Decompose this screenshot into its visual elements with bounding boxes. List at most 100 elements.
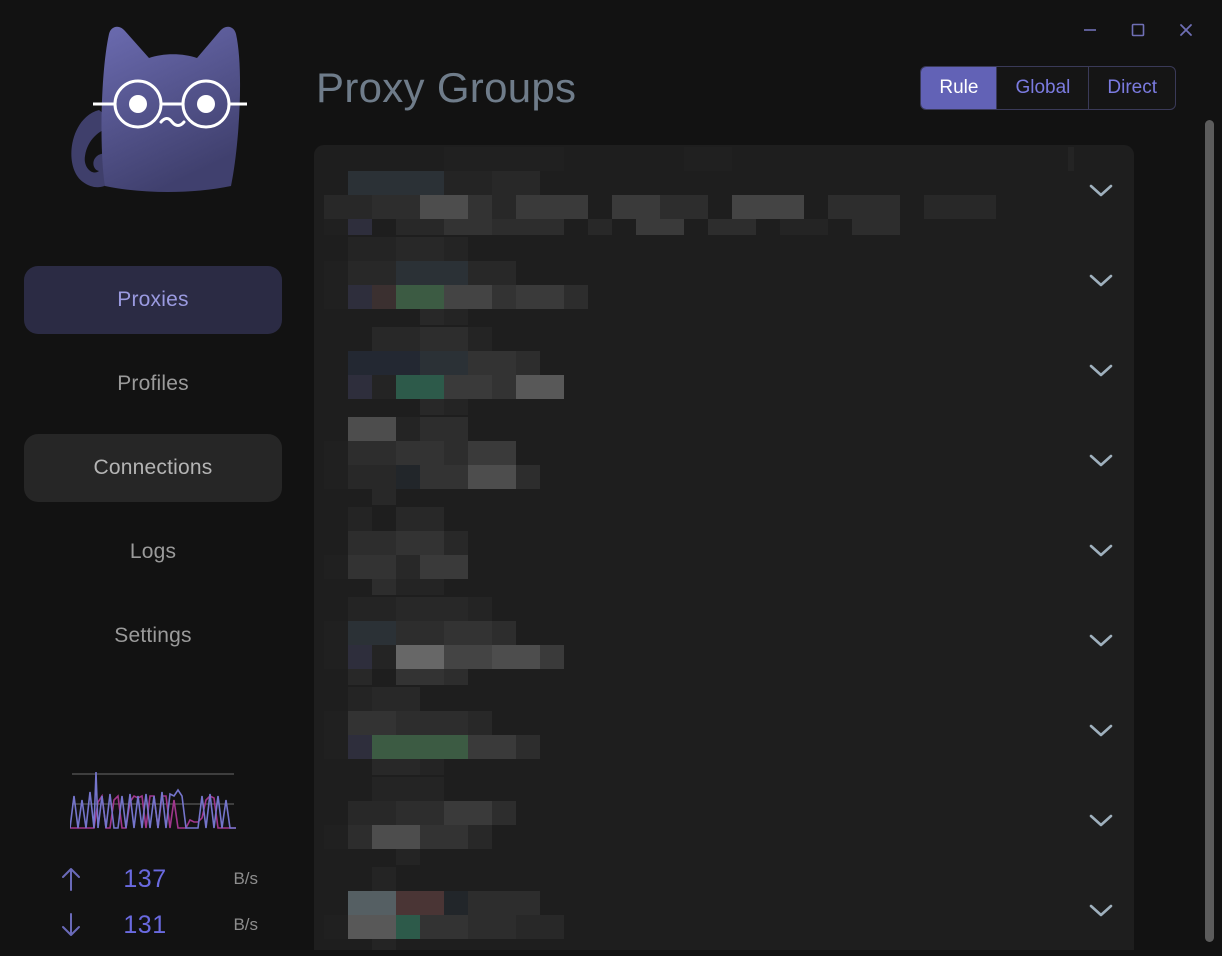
mosaic-block: [348, 669, 372, 685]
cat-eye-right: [197, 95, 215, 113]
mode-button-global[interactable]: Global: [997, 67, 1090, 109]
mosaic-block: [396, 915, 420, 939]
mosaic-block: [708, 219, 756, 235]
mosaic-block: [348, 645, 372, 669]
mosaic-block: [420, 351, 468, 375]
mosaic-block: [468, 195, 492, 219]
mosaic-block: [396, 531, 444, 555]
mosaic-block: [396, 579, 420, 595]
mosaic-block: [396, 465, 420, 489]
traffic-widget: 137 B/s 131 B/s: [0, 766, 306, 948]
mode-button-label: Rule: [939, 77, 979, 98]
mosaic-block: [396, 555, 420, 579]
mode-button-direct[interactable]: Direct: [1089, 67, 1175, 109]
redacted-group-name: [324, 685, 1074, 775]
vertical-scrollbar[interactable]: [1205, 120, 1214, 942]
mosaic-block: [444, 801, 492, 825]
sidebar-item-connections[interactable]: Connections: [24, 434, 282, 502]
mosaic-block: [396, 849, 420, 865]
redacted-group-name: [324, 775, 1074, 865]
chevron-down-icon[interactable]: [1074, 812, 1128, 828]
mosaic-block: [444, 399, 468, 415]
cat-glasses-left: [113, 79, 163, 129]
proxy-group-row[interactable]: [314, 145, 1134, 235]
mosaic-block: [372, 327, 420, 351]
mosaic-block: [444, 237, 468, 261]
proxy-group-row[interactable]: [314, 505, 1134, 595]
redacted-group-name: [324, 415, 1074, 505]
mosaic-block: [324, 711, 348, 735]
mosaic-block: [396, 621, 444, 645]
chevron-down-icon[interactable]: [1074, 542, 1128, 558]
mosaic-block: [372, 687, 420, 711]
chevron-down-icon[interactable]: [1074, 452, 1128, 468]
mosaic-block: [348, 825, 372, 849]
chevron-down-icon[interactable]: [1074, 272, 1128, 288]
proxy-group-row[interactable]: [314, 415, 1134, 505]
proxy-group-row[interactable]: [314, 685, 1134, 775]
sidebar-item-logs[interactable]: Logs: [24, 518, 282, 586]
clash-cat-logo-icon: [71, 26, 247, 192]
mosaic-block: [348, 351, 420, 375]
upload-rate-row: 137 B/s: [48, 856, 258, 902]
mosaic-block: [468, 711, 492, 735]
maximize-icon[interactable]: [1118, 12, 1158, 48]
mosaic-block: [732, 195, 804, 219]
mosaic-block: [636, 219, 684, 235]
mosaic-block: [444, 645, 492, 669]
mosaic-block: [348, 687, 372, 711]
mosaic-block: [468, 915, 516, 939]
mosaic-block: [420, 195, 468, 219]
mosaic-block: [420, 579, 444, 595]
chevron-down-icon[interactable]: [1074, 362, 1128, 378]
sidebar-item-label: Profiles: [117, 372, 189, 395]
proxy-group-row[interactable]: [314, 235, 1134, 325]
mosaic-block: [444, 669, 468, 685]
mosaic-block: [852, 219, 900, 235]
mosaic-block: [444, 531, 468, 555]
mosaic-block: [444, 285, 492, 309]
mosaic-block: [348, 597, 396, 621]
mosaic-block: [396, 891, 444, 915]
mosaic-block: [444, 375, 492, 399]
chevron-down-icon[interactable]: [1074, 632, 1128, 648]
mosaic-block: [468, 891, 540, 915]
mosaic-block: [396, 801, 444, 825]
chevron-down-icon[interactable]: [1074, 182, 1128, 198]
mosaic-block: [660, 195, 708, 219]
mosaic-block: [468, 825, 492, 849]
mosaic-block: [348, 237, 396, 261]
scrollbar-thumb[interactable]: [1205, 120, 1214, 942]
mosaic-block: [348, 465, 396, 489]
mosaic-block: [492, 285, 516, 309]
mosaic-block: [420, 417, 468, 441]
proxy-group-row[interactable]: [314, 775, 1134, 865]
mosaic-block: [372, 579, 396, 595]
minimize-icon[interactable]: [1070, 12, 1110, 48]
sidebar-nav: Proxies Profiles Connections Logs Settin…: [24, 266, 282, 686]
proxy-group-row[interactable]: [314, 865, 1134, 950]
mosaic-block: [444, 441, 468, 465]
mode-button-rule[interactable]: Rule: [921, 67, 998, 109]
proxy-group-row[interactable]: [314, 325, 1134, 415]
redacted-group-name: [324, 145, 1074, 235]
sidebar-item-proxies[interactable]: Proxies: [24, 266, 282, 334]
mosaic-block: [348, 621, 396, 645]
mosaic-block: [324, 261, 348, 285]
mosaic-block: [372, 867, 396, 891]
mode-switch-group: Rule Global Direct: [920, 66, 1176, 110]
mosaic-block: [348, 915, 396, 939]
mosaic-block: [324, 735, 348, 759]
sidebar-item-profiles[interactable]: Profiles: [24, 350, 282, 418]
sidebar: Proxies Profiles Connections Logs Settin…: [0, 0, 306, 956]
close-icon[interactable]: [1166, 12, 1206, 48]
mosaic-block: [540, 645, 564, 669]
sidebar-item-settings[interactable]: Settings: [24, 602, 282, 670]
proxy-group-row[interactable]: [314, 595, 1134, 685]
chevron-down-icon[interactable]: [1074, 902, 1128, 918]
mosaic-block: [444, 621, 492, 645]
sparkline-upload-series: [70, 771, 236, 829]
download-rate-unit: B/s: [233, 915, 258, 934]
chevron-down-icon[interactable]: [1074, 722, 1128, 738]
redacted-group-name: [324, 235, 1074, 325]
